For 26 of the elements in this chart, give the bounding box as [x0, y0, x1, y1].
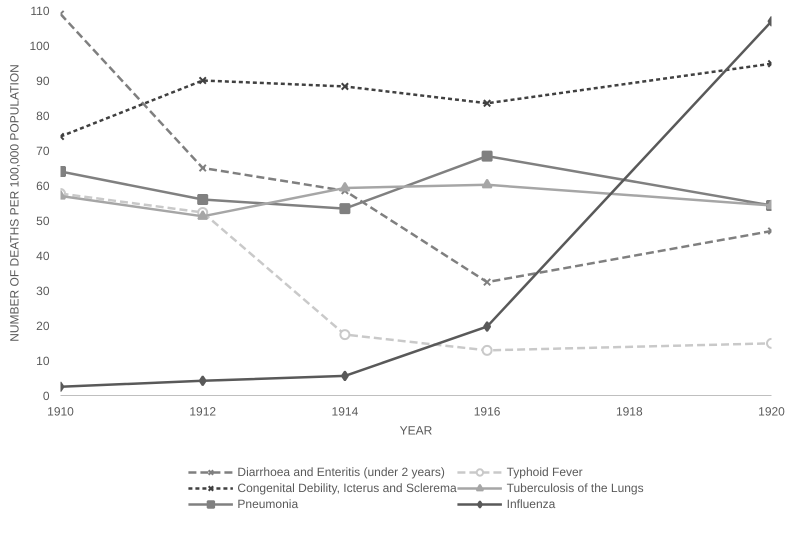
y-tick-label: 60	[36, 179, 50, 193]
y-tick-label: 40	[36, 249, 50, 263]
y-tick-label: 0	[42, 389, 50, 403]
x-tick-label: 1910	[47, 404, 74, 418]
y-tick-label: 100	[29, 39, 50, 53]
y-tick-label: 70	[36, 144, 50, 158]
x-tick-label: 1912	[189, 404, 216, 418]
legend-label: Pneumonia	[237, 496, 298, 512]
y-tick-label: 20	[36, 319, 50, 333]
x-tick-label: 1920	[758, 404, 786, 418]
y-tick-label: 110	[30, 4, 50, 18]
x-tick-label: 1916	[474, 404, 501, 418]
x-tick-label: 1918	[616, 404, 643, 418]
y-tick-label: 10	[36, 354, 50, 368]
legend-label: Congenital Debility, Icterus and Sclerema	[237, 480, 457, 496]
legend-label: Tuberculosis of the Lungs	[506, 480, 644, 496]
y-tick-label: 80	[36, 109, 50, 123]
legend-label: Typhoid Fever	[506, 464, 583, 480]
x-tick-label: 1914	[332, 404, 359, 418]
y-tick-label: 50	[36, 214, 50, 228]
y-tick-label: 30	[36, 284, 50, 298]
x-axis-title: YEAR	[400, 424, 433, 438]
y-tick-label: 90	[36, 74, 50, 88]
legend-label: Diarrhoea and Enteritis (under 2 years)	[237, 464, 445, 480]
legend-label: Influenza	[506, 496, 556, 512]
y-axis-title: NUMBER OF DEATHS PER 100,000 POPULATION	[7, 64, 22, 342]
